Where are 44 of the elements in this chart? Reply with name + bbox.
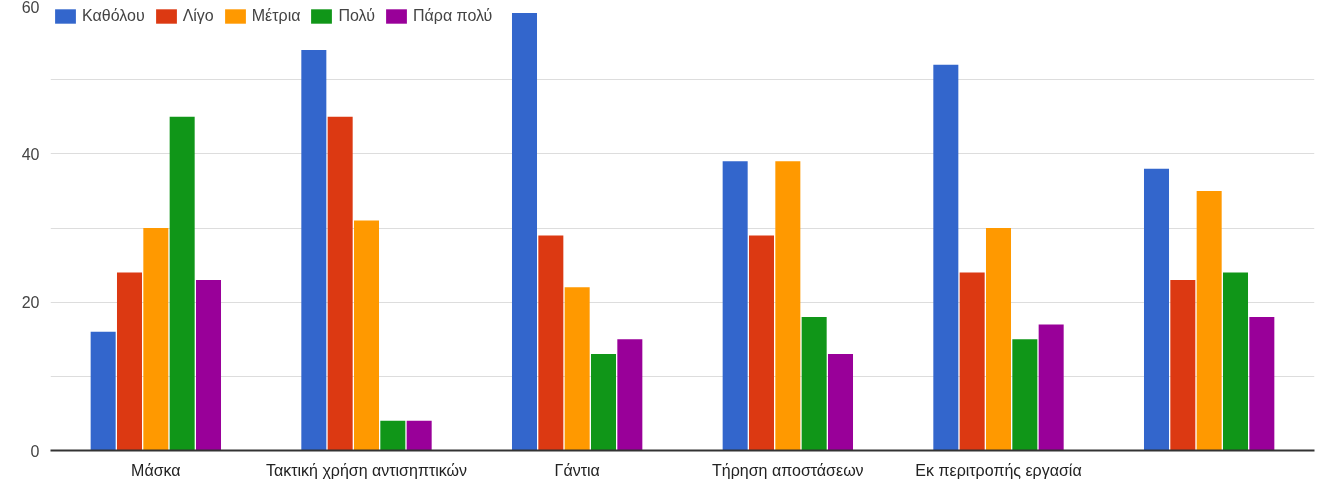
bar [1196, 190, 1222, 451]
legend-label: Πάρα πολύ [412, 7, 493, 25]
bar [590, 354, 617, 451]
bar [933, 64, 959, 451]
bar [959, 272, 985, 451]
bar [406, 420, 432, 451]
legend-label: Πολύ [338, 7, 375, 25]
y-tick-label: 20 [21, 294, 40, 312]
bar [722, 161, 748, 451]
y-tick-label: 40 [21, 145, 40, 163]
bar [301, 50, 327, 451]
bar [353, 220, 380, 451]
legend-label: Λίγο [182, 7, 214, 25]
bar [169, 116, 195, 451]
x-tick-label: Εκ περιτροπής εργασία [915, 461, 1082, 479]
bar [1249, 317, 1275, 451]
bar [801, 317, 827, 451]
x-tick-label: Τήρηση αποστάσεων [712, 461, 864, 479]
x-tick-label: Γάντια [554, 461, 600, 479]
x-tick-label: Μάσκα [131, 461, 181, 479]
bar [748, 235, 775, 451]
bar [1170, 279, 1196, 451]
bar [1222, 272, 1249, 451]
bar [564, 287, 590, 451]
legend-label: Καθόλου [82, 7, 145, 25]
y-tick-label: 0 [30, 442, 40, 460]
bar [538, 235, 564, 451]
bar [511, 12, 538, 451]
bar [380, 420, 406, 451]
bar [327, 116, 353, 451]
bar [143, 228, 169, 451]
bar [195, 279, 222, 451]
bar [775, 161, 801, 451]
bar [1038, 324, 1064, 451]
bar [1143, 168, 1170, 451]
bar [1012, 339, 1038, 451]
bar [90, 331, 116, 451]
bar [116, 272, 143, 451]
bar [985, 228, 1012, 451]
x-tick-label: Τακτική χρήση αντισηπτικών [265, 461, 468, 479]
bar [827, 354, 854, 451]
legend-label: Μέτρια [251, 7, 301, 25]
y-tick-label: 60 [21, 0, 40, 16]
bar [617, 339, 643, 451]
